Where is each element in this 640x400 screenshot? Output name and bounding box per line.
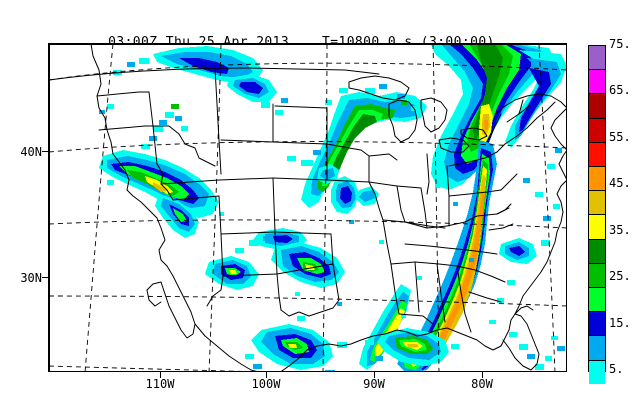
east-coast <box>514 180 566 315</box>
plot-frame <box>49 44 566 371</box>
xtick-mark-110w <box>160 372 161 378</box>
lake-erie-ontario <box>438 137 470 153</box>
west-coast <box>90 44 168 267</box>
colorbar-tick-25: 25. <box>609 269 631 284</box>
colorbar-tick-65: 65. <box>609 83 631 98</box>
xtick-mark-90w <box>374 372 375 378</box>
ytick-label-40n: 40N <box>20 145 42 159</box>
northeast-coast <box>494 93 566 115</box>
baja-coast <box>160 265 196 339</box>
colorbar-band-15 <box>589 336 605 361</box>
colorbar-band-60 <box>589 118 605 143</box>
colorbar-band-35 <box>589 239 605 264</box>
lake-michigan-huron <box>388 99 418 143</box>
colorbar-band-45 <box>589 191 605 216</box>
state-boundaries <box>96 67 556 333</box>
echo-missouri-valley-line <box>287 150 379 214</box>
xtick-label-100w: 100W <box>251 377 281 391</box>
colorbar-tick-5: 5. <box>609 362 624 376</box>
echo-texas-convection <box>245 316 347 371</box>
colorbar-band-50 <box>589 167 605 192</box>
radar-reflectivity-layer <box>99 44 566 371</box>
colorbar-tick-35: 35. <box>609 222 631 237</box>
ytick-mark-40n <box>42 151 48 152</box>
echo-arizona-newmexico-cells <box>205 236 345 290</box>
colorbar-band-20 <box>589 312 605 337</box>
ytick-mark-30n <box>42 277 48 278</box>
lake-superior <box>348 75 410 101</box>
colorbar-tick-45: 45. <box>609 176 631 191</box>
canada-border <box>49 67 380 81</box>
ytick-label-30n: 30N <box>20 271 42 285</box>
colorbar-band-70 <box>589 70 605 95</box>
echo-great-lakes-band <box>301 84 427 208</box>
colorbar-band-10 <box>589 360 605 384</box>
colorbar-band-65 <box>589 94 605 119</box>
echo-gulf-coast-cluster <box>365 328 459 366</box>
colorbar-band-40 <box>589 215 605 240</box>
colorbar-tick-15: 15. <box>609 315 631 330</box>
xtick-mark-100w <box>266 372 267 378</box>
xtick-label-80w: 80W <box>471 377 493 391</box>
mexico-gulf-coast <box>194 323 258 371</box>
xtick-label-110w: 110W <box>145 377 175 391</box>
xtick-mark-80w <box>482 372 483 378</box>
xtick-label-90w: 90W <box>363 377 385 391</box>
echo-northeast-comma-head <box>431 44 566 190</box>
latlon-gridlines <box>49 44 566 371</box>
map-plot-area <box>48 43 567 372</box>
colorbar-tick-55: 55. <box>609 129 631 144</box>
colorbar-band-75 <box>589 46 605 71</box>
colorbar-tick-75: 75. <box>609 37 631 51</box>
echo-northern-rockies <box>107 46 288 185</box>
echo-carolina-coast <box>497 148 562 303</box>
colorbar-band-25 <box>589 288 605 313</box>
map-canvas <box>49 44 566 371</box>
echo-southern-california-cells <box>99 104 219 238</box>
colorbar-band-30 <box>589 263 605 289</box>
map-boundaries <box>49 44 566 371</box>
echo-florida-showers <box>489 320 565 370</box>
echo-isolated-pixels <box>219 184 474 318</box>
colorbar <box>588 45 606 384</box>
colorbar-band-55 <box>589 142 605 168</box>
